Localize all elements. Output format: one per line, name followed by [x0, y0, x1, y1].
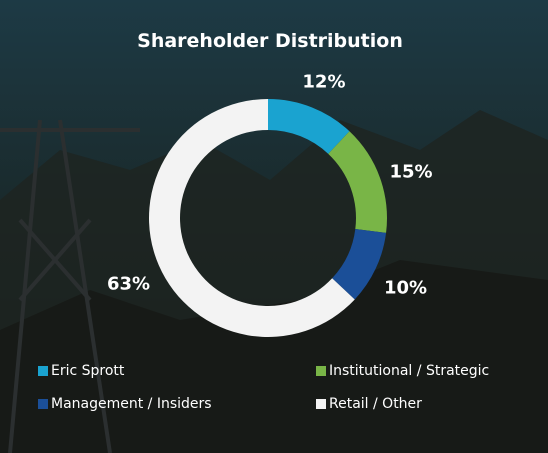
legend-label: Retail / Other [329, 396, 422, 412]
legend-label: Institutional / Strategic [329, 363, 489, 379]
data-label: 15% [389, 162, 432, 183]
legend-swatch [316, 366, 326, 376]
legend-swatch [316, 399, 326, 409]
donut-segment [332, 229, 387, 300]
data-label: 10% [384, 278, 427, 299]
donut-segment [268, 99, 350, 154]
donut: 12% 15% 10% 63% [107, 72, 433, 337]
legend-label: Eric Sprott [51, 363, 125, 379]
data-label: 63% [107, 273, 150, 294]
tower [0, 119, 140, 453]
legend-swatch [38, 366, 48, 376]
legend: Eric Sprott Institutional / Strategic Mana… [38, 363, 489, 412]
data-label: 12% [302, 72, 345, 93]
donut-segment [149, 99, 355, 337]
chart-title: Shareholder Distribution [137, 30, 403, 52]
donut-segment [328, 131, 387, 233]
legend-label: Management / Insiders [51, 396, 212, 412]
hill [0, 260, 548, 453]
legend-swatch [38, 399, 48, 409]
